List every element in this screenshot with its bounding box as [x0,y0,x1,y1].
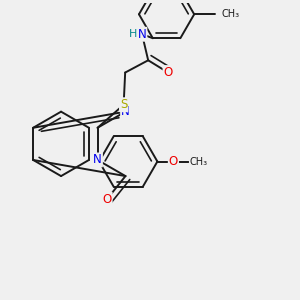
Text: S: S [120,98,127,111]
Text: CH₃: CH₃ [189,157,208,166]
Text: O: O [102,193,112,206]
Text: O: O [169,155,178,168]
Text: N: N [93,154,102,166]
Text: H: H [129,29,138,39]
Text: N: N [121,105,130,118]
Text: CH₃: CH₃ [221,9,239,19]
Text: N: N [138,28,146,41]
Text: O: O [164,66,173,79]
